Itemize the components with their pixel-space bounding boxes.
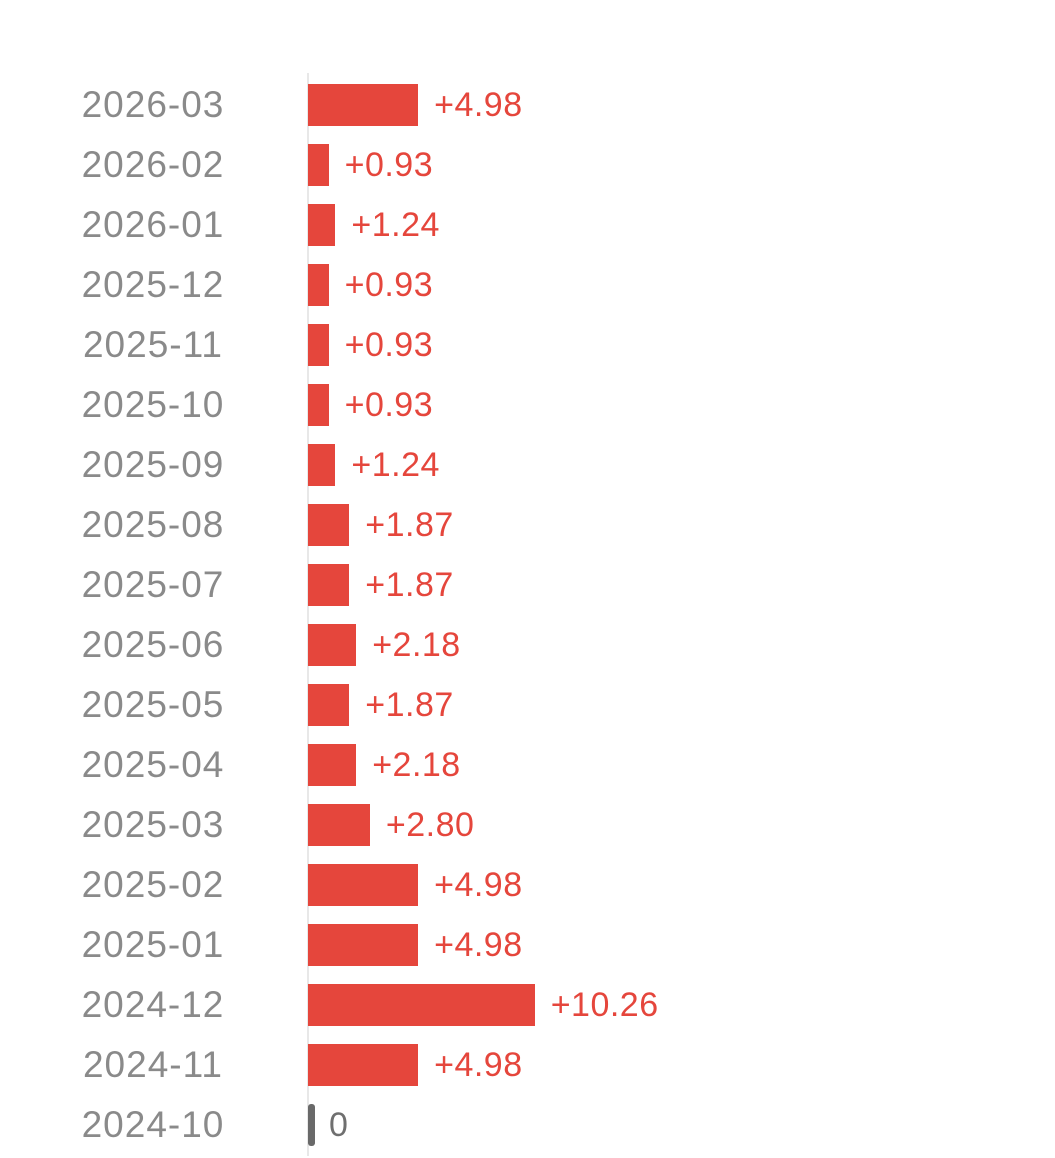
category-label: 2025-01 <box>81 924 225 965</box>
zero-tick <box>308 1104 315 1146</box>
category-label: 2024-10 <box>81 1104 225 1145</box>
value-label: +4.98 <box>434 85 523 124</box>
category-label: 2025-04 <box>81 744 225 785</box>
bar-row: 2025-08 +1.87 <box>0 495 1055 555</box>
bar-row: 2024-10 0 <box>0 1095 1055 1155</box>
bar-row: 2026-03 +4.98 <box>0 75 1055 135</box>
bar[interactable] <box>308 1044 419 1086</box>
category-label: 2025-08 <box>81 504 225 545</box>
bar-row: 2025-02 +4.98 <box>0 855 1055 915</box>
value-label: +1.87 <box>365 685 454 724</box>
value-label: +4.98 <box>434 865 523 904</box>
value-label: +1.87 <box>365 505 454 544</box>
bar[interactable] <box>308 504 350 546</box>
bar[interactable] <box>308 144 329 186</box>
bar-row: 2025-07 +1.87 <box>0 555 1055 615</box>
bar-row: 2026-02 +0.93 <box>0 135 1055 195</box>
bar[interactable] <box>308 324 329 366</box>
value-label: +2.80 <box>385 805 475 844</box>
bar-row: 2025-10 +0.93 <box>0 375 1055 435</box>
bar-row: 2025-04 +2.18 <box>0 735 1055 795</box>
bar[interactable] <box>308 264 329 306</box>
bar[interactable] <box>308 444 336 486</box>
bar[interactable] <box>308 204 336 246</box>
bar[interactable] <box>308 984 535 1026</box>
bar[interactable] <box>308 384 329 426</box>
bar-row: 2025-03 +2.80 <box>0 795 1055 855</box>
bar-row: 2025-11 +0.93 <box>0 315 1055 375</box>
category-label: 2025-06 <box>81 624 225 665</box>
value-label: +1.87 <box>365 565 454 604</box>
category-label: 2025-09 <box>81 444 225 485</box>
bar-row: 2026-01 +1.24 <box>0 195 1055 255</box>
value-label: 0 <box>329 1105 349 1144</box>
value-label: +4.98 <box>434 925 523 964</box>
category-label: 2024-12 <box>81 984 225 1025</box>
category-label: 2025-07 <box>81 564 225 605</box>
bar-row: 2025-05 +1.87 <box>0 675 1055 735</box>
bar-row: 2025-06 +2.18 <box>0 615 1055 675</box>
value-label: +0.93 <box>344 385 434 424</box>
bar[interactable] <box>308 684 350 726</box>
value-label: +1.24 <box>351 445 440 484</box>
bar-row: 2025-12 +0.93 <box>0 255 1055 315</box>
category-label: 2026-01 <box>81 204 225 245</box>
bar[interactable] <box>308 624 357 666</box>
category-label: 2025-02 <box>81 864 225 905</box>
value-label: +10.26 <box>550 985 659 1024</box>
bar[interactable] <box>308 864 419 906</box>
value-label: +1.24 <box>351 205 440 244</box>
bar[interactable] <box>308 744 357 786</box>
value-label: +0.93 <box>344 145 434 184</box>
value-label: +0.93 <box>344 325 434 364</box>
bar[interactable] <box>308 564 350 606</box>
bar-row: 2025-09 +1.24 <box>0 435 1055 495</box>
value-label: +0.93 <box>344 265 434 304</box>
bar-row: 2024-12 +10.26 <box>0 975 1055 1035</box>
bar-row: 2024-11 +4.98 <box>0 1035 1055 1095</box>
axis-baseline <box>307 73 309 1156</box>
bar-row: 2025-01 +4.98 <box>0 915 1055 975</box>
value-label: +4.98 <box>434 1045 523 1084</box>
chart-rows: 2026-03 +4.98 2026-02 +0.93 2026-01 +1.2… <box>0 75 1055 1155</box>
category-label: 2025-05 <box>81 684 225 725</box>
bar[interactable] <box>308 804 370 846</box>
value-label: +2.18 <box>372 745 461 784</box>
bar[interactable] <box>308 924 419 966</box>
category-label: 2024-11 <box>82 1044 224 1085</box>
bar[interactable] <box>308 84 419 126</box>
category-label: 2025-12 <box>81 264 225 305</box>
category-label: 2025-03 <box>81 804 225 845</box>
category-label: 2025-11 <box>82 324 224 365</box>
value-label: +2.18 <box>372 625 461 664</box>
category-label: 2026-03 <box>81 84 225 125</box>
category-label: 2025-10 <box>81 384 225 425</box>
category-label: 2026-02 <box>81 144 225 185</box>
